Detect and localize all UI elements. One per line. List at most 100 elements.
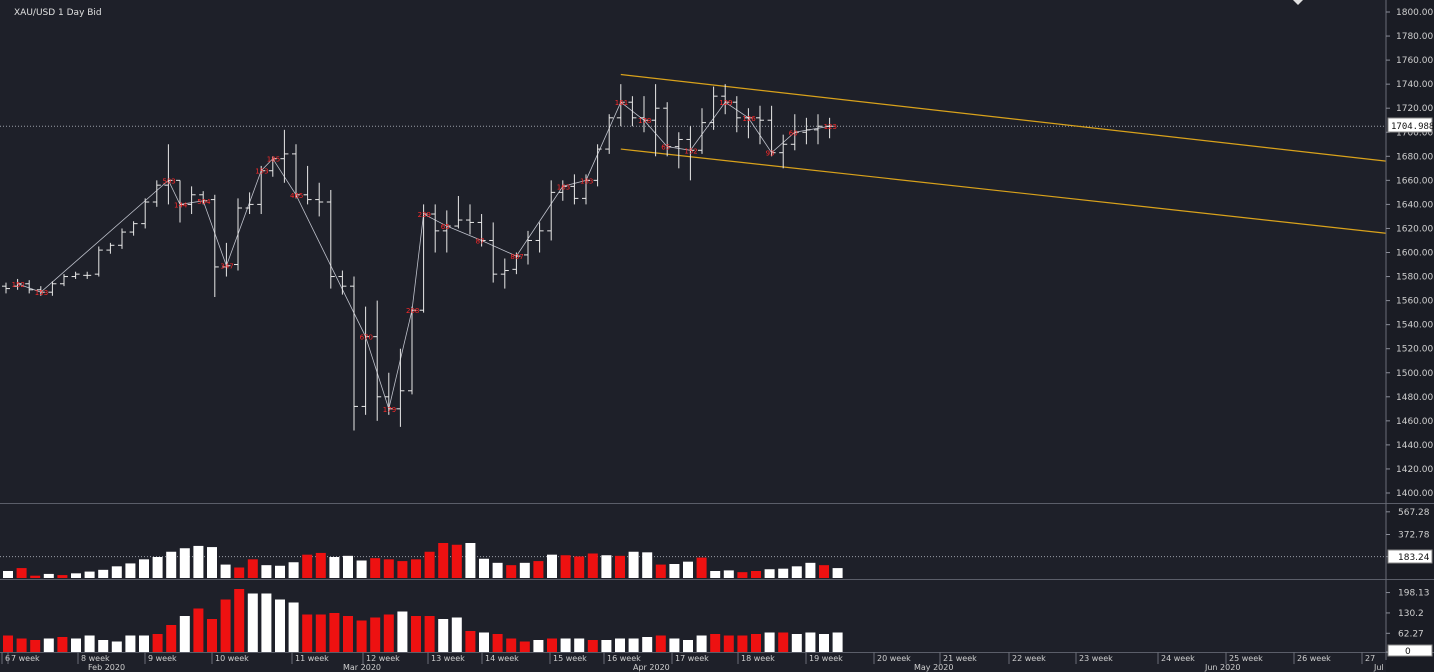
volume-bar[interactable] (506, 565, 517, 578)
ohlc-bar[interactable] (268, 156, 277, 177)
volume-bar[interactable] (574, 556, 585, 578)
oscillator-bar[interactable] (166, 625, 177, 652)
ohlc-bar[interactable] (396, 348, 405, 427)
volume-bar[interactable] (16, 568, 27, 578)
ohlc-bar[interactable] (582, 174, 590, 205)
volume-bar[interactable] (30, 575, 41, 578)
oscillator-bar[interactable] (519, 641, 530, 653)
volume-bar[interactable] (288, 562, 299, 578)
volume-bar[interactable] (3, 571, 13, 578)
oscillator-bar[interactable] (288, 602, 299, 653)
volume-bar[interactable] (764, 569, 775, 578)
ohlc-bar[interactable] (350, 276, 358, 431)
oscillator-bar[interactable] (98, 640, 109, 652)
ohlc-bar[interactable] (442, 210, 451, 253)
oscillator-bar[interactable] (139, 635, 149, 653)
volume-bar[interactable] (669, 564, 680, 578)
volume-bar[interactable] (370, 558, 381, 578)
oscillator-bar[interactable] (383, 614, 394, 653)
volume-bar[interactable] (547, 554, 557, 578)
volume-bar[interactable] (424, 551, 435, 578)
ohlc-bar[interactable] (141, 198, 150, 229)
ohlc-bar[interactable] (825, 117, 834, 139)
oscillator-bar[interactable] (533, 640, 544, 652)
oscillator-bar[interactable] (179, 616, 190, 652)
ohlc-bar[interactable] (524, 230, 532, 265)
volume-bar[interactable] (492, 562, 503, 578)
oscillator-bar[interactable] (710, 634, 721, 652)
volume-bar[interactable] (519, 562, 530, 578)
oscillator-bar[interactable] (302, 614, 313, 653)
ohlc-bar[interactable] (83, 271, 92, 279)
volume-bar[interactable] (71, 573, 81, 578)
oscillator-bar[interactable] (125, 635, 136, 653)
ohlc-bar[interactable] (640, 96, 648, 133)
ohlc-bar[interactable] (686, 126, 695, 181)
volume-bar[interactable] (139, 559, 149, 578)
ohlc-bar[interactable] (280, 129, 289, 183)
oscillator-bar[interactable] (43, 638, 54, 653)
volume-bar[interactable] (397, 561, 408, 578)
ohlc-bar[interactable] (164, 144, 173, 205)
ohlc-bar[interactable] (118, 228, 126, 249)
volume-bar[interactable] (791, 566, 802, 578)
ohlc-bar[interactable] (593, 144, 602, 187)
volume-bar[interactable] (778, 568, 789, 578)
oscillator-bar[interactable] (492, 634, 503, 652)
ohlc-bar[interactable] (361, 306, 370, 415)
ohlc-bar[interactable] (558, 180, 567, 201)
oscillator-bar[interactable] (370, 617, 381, 653)
ohlc-bar[interactable] (25, 280, 34, 294)
ohlc-bar[interactable] (257, 165, 266, 215)
oscillator-bar[interactable] (601, 640, 612, 652)
oscillator-bar[interactable] (30, 640, 41, 652)
ohlc-bar[interactable] (790, 114, 799, 151)
volume-bar[interactable] (152, 557, 163, 578)
volume-bar[interactable] (179, 548, 190, 578)
oscillator-bar[interactable] (642, 637, 653, 652)
volume-bar[interactable] (832, 568, 843, 578)
ohlc-bar[interactable] (419, 204, 428, 313)
volume-bar[interactable] (275, 565, 285, 578)
oscillator-bar[interactable] (438, 619, 449, 652)
ohlc-bar[interactable] (605, 114, 614, 154)
volume-bar[interactable] (465, 543, 476, 578)
volume-bar[interactable] (343, 555, 353, 578)
oscillator-bar[interactable] (506, 638, 517, 653)
ohlc-bar[interactable] (616, 84, 625, 127)
ohlc-bar[interactable] (292, 144, 300, 199)
ohlc-bar[interactable] (756, 105, 764, 145)
oscillator-bar[interactable] (587, 640, 598, 652)
oscillator-bar[interactable] (57, 637, 68, 652)
ohlc-bar[interactable] (779, 134, 788, 169)
oscillator-bar[interactable] (220, 599, 231, 653)
ohlc-bar[interactable] (744, 108, 753, 139)
volume-bar[interactable] (220, 564, 231, 578)
volume-bar[interactable] (751, 571, 761, 578)
volume-bar[interactable] (479, 558, 489, 578)
volume-bar[interactable] (601, 555, 612, 578)
ohlc-bar[interactable] (814, 114, 822, 145)
ohlc-bar[interactable] (408, 306, 416, 395)
channel-line-lower[interactable] (620, 148, 1387, 234)
oscillator-bar[interactable] (71, 638, 81, 653)
volume-bar[interactable] (57, 575, 68, 578)
ohlc-bar[interactable] (36, 286, 45, 296)
ohlc-bar[interactable] (176, 179, 184, 223)
oscillator-bar[interactable] (615, 638, 625, 653)
volume-bar[interactable] (533, 561, 544, 578)
ohlc-bar[interactable] (663, 102, 672, 157)
volume-bar[interactable] (166, 551, 177, 578)
ohlc-bar[interactable] (152, 180, 161, 207)
volume-bar[interactable] (723, 570, 734, 578)
oscillator-bar[interactable] (207, 619, 217, 652)
volume-bar[interactable] (737, 572, 748, 578)
volume-bar[interactable] (234, 567, 245, 579)
ohlc-bar[interactable] (199, 191, 208, 205)
ohlc-bar[interactable] (303, 165, 312, 205)
ohlc-bar[interactable] (129, 221, 138, 236)
oscillator-bar[interactable] (805, 632, 816, 653)
ohlc-bar[interactable] (13, 278, 22, 290)
volume-bar[interactable] (683, 561, 693, 578)
volume-bar[interactable] (315, 552, 326, 578)
